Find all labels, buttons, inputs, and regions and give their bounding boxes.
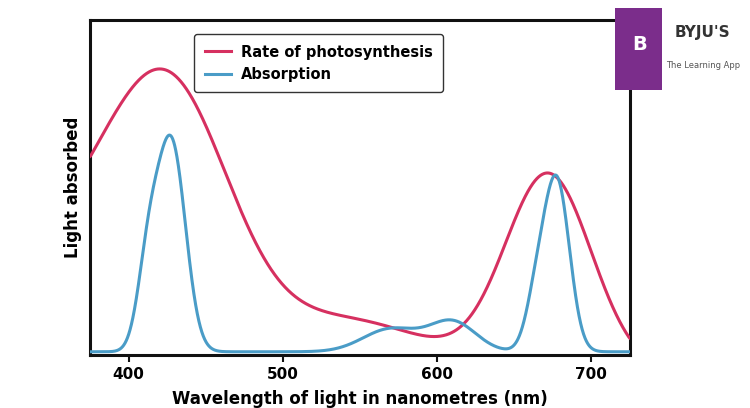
Legend: Rate of photosynthesis, Absorption: Rate of photosynthesis, Absorption (194, 34, 443, 92)
Y-axis label: Light absorbed: Light absorbed (64, 117, 82, 258)
Text: BYJU'S: BYJU'S (675, 25, 730, 40)
X-axis label: Wavelength of light in nanometres (nm): Wavelength of light in nanometres (nm) (172, 390, 548, 408)
Text: The Learning App: The Learning App (666, 61, 740, 70)
Bar (615, 8, 662, 90)
Text: B: B (632, 35, 646, 54)
